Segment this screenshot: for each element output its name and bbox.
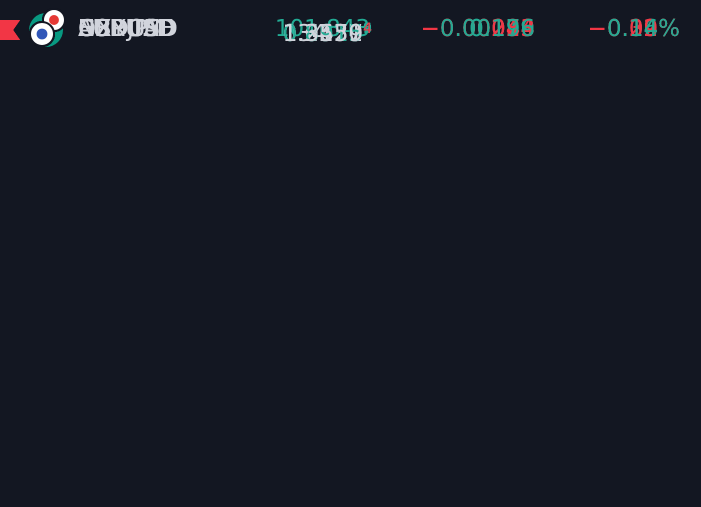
price: 0.61314 <box>283 0 372 59</box>
price: 101.843 <box>275 0 370 59</box>
change-percent: 0.06% <box>606 16 680 42</box>
symbol: USDJPY <box>78 16 162 42</box>
price-tick: 4 <box>363 21 372 37</box>
symbol: EURUSD <box>78 16 175 42</box>
change: −0.00249 <box>420 16 535 42</box>
symbol: USDCAD <box>78 16 177 42</box>
change: −0.00226 <box>420 16 535 42</box>
change-percent: 0.14% <box>606 16 680 42</box>
price-tick: 4 <box>363 21 372 37</box>
change-percent: −0.09% <box>587 16 680 42</box>
price-main: 1.2417 <box>282 21 364 47</box>
price: 1.35594 <box>283 0 372 59</box>
price-tick: 3 <box>363 21 372 37</box>
flag-detail <box>49 15 59 25</box>
row-icons <box>0 8 66 47</box>
price-tick: 6 <box>363 21 372 37</box>
change: 0.119 <box>469 16 535 42</box>
price-main: 0.8915 <box>282 21 364 47</box>
symbol: GBPUSD <box>78 16 175 42</box>
price-main: 0.6670 <box>282 21 364 47</box>
symbol: DXY <box>78 16 126 42</box>
price-main: 1.0975 <box>282 21 364 47</box>
change: 0.079 <box>469 16 535 42</box>
change: −0.00083 <box>420 16 535 42</box>
price: 0.89153 <box>283 0 372 59</box>
change-percent: −0.34% <box>587 16 680 42</box>
change: −0.00073 <box>420 16 535 42</box>
change: 0.00196 <box>439 16 535 42</box>
symbol: AUDUSD <box>78 16 178 42</box>
symbol: USDCHF <box>78 16 174 42</box>
price-main: 134.20 <box>282 21 364 47</box>
flag-marker <box>0 20 20 40</box>
price-main: 0.6131 <box>282 21 364 47</box>
price-tick: 4 <box>363 21 372 37</box>
price: 1.24176 <box>283 0 372 59</box>
price-main: 101.843 <box>274 16 370 42</box>
flag-detail <box>36 28 48 40</box>
price-tick: 9 <box>363 21 372 37</box>
price: 134.204 <box>283 0 372 59</box>
price-main: 1.3559 <box>282 21 364 47</box>
price: 0.66709 <box>283 0 372 59</box>
price-tick: 9 <box>363 21 372 37</box>
change: −0.00134 <box>420 16 535 42</box>
change-percent: 0.12% <box>606 16 680 42</box>
symbol: NZDUSD <box>78 16 178 42</box>
change-percent: −0.12% <box>587 16 680 42</box>
change-percent: −0.20% <box>587 16 680 42</box>
change-percent: −0.12% <box>587 16 680 42</box>
price: 1.09759 <box>283 0 372 59</box>
